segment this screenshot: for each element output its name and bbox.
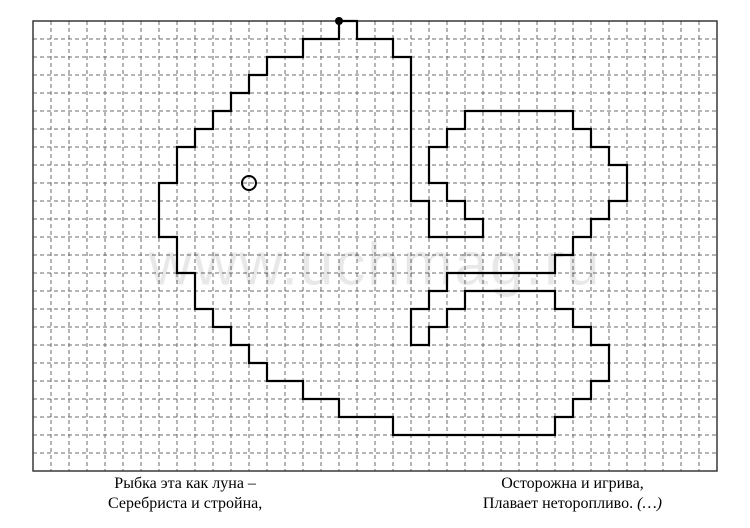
start-dot [335,17,343,25]
caption-right-line1: Осторожна и игрива, [483,474,662,494]
caption-right-line2-italic: (…) [637,495,662,512]
grid-drawing [0,0,750,528]
caption-right-line2: Плавает неторопливо. (…) [483,494,662,514]
grid [33,21,717,471]
caption-left-line2: Серебриста и стройна, [108,494,262,514]
page: www.uchmag.ru Рыбка эта как луна – Сереб… [0,0,750,528]
caption-right: Осторожна и игрива, Плавает неторопливо.… [483,474,692,514]
caption-right-line2-plain: Плавает неторопливо. [483,495,637,512]
caption-row: Рыбка эта как луна – Серебриста и стройн… [0,474,750,514]
caption-left: Рыбка эта как луна – Серебриста и стройн… [108,474,262,514]
caption-left-line1: Рыбка эта как луна – [108,474,262,494]
